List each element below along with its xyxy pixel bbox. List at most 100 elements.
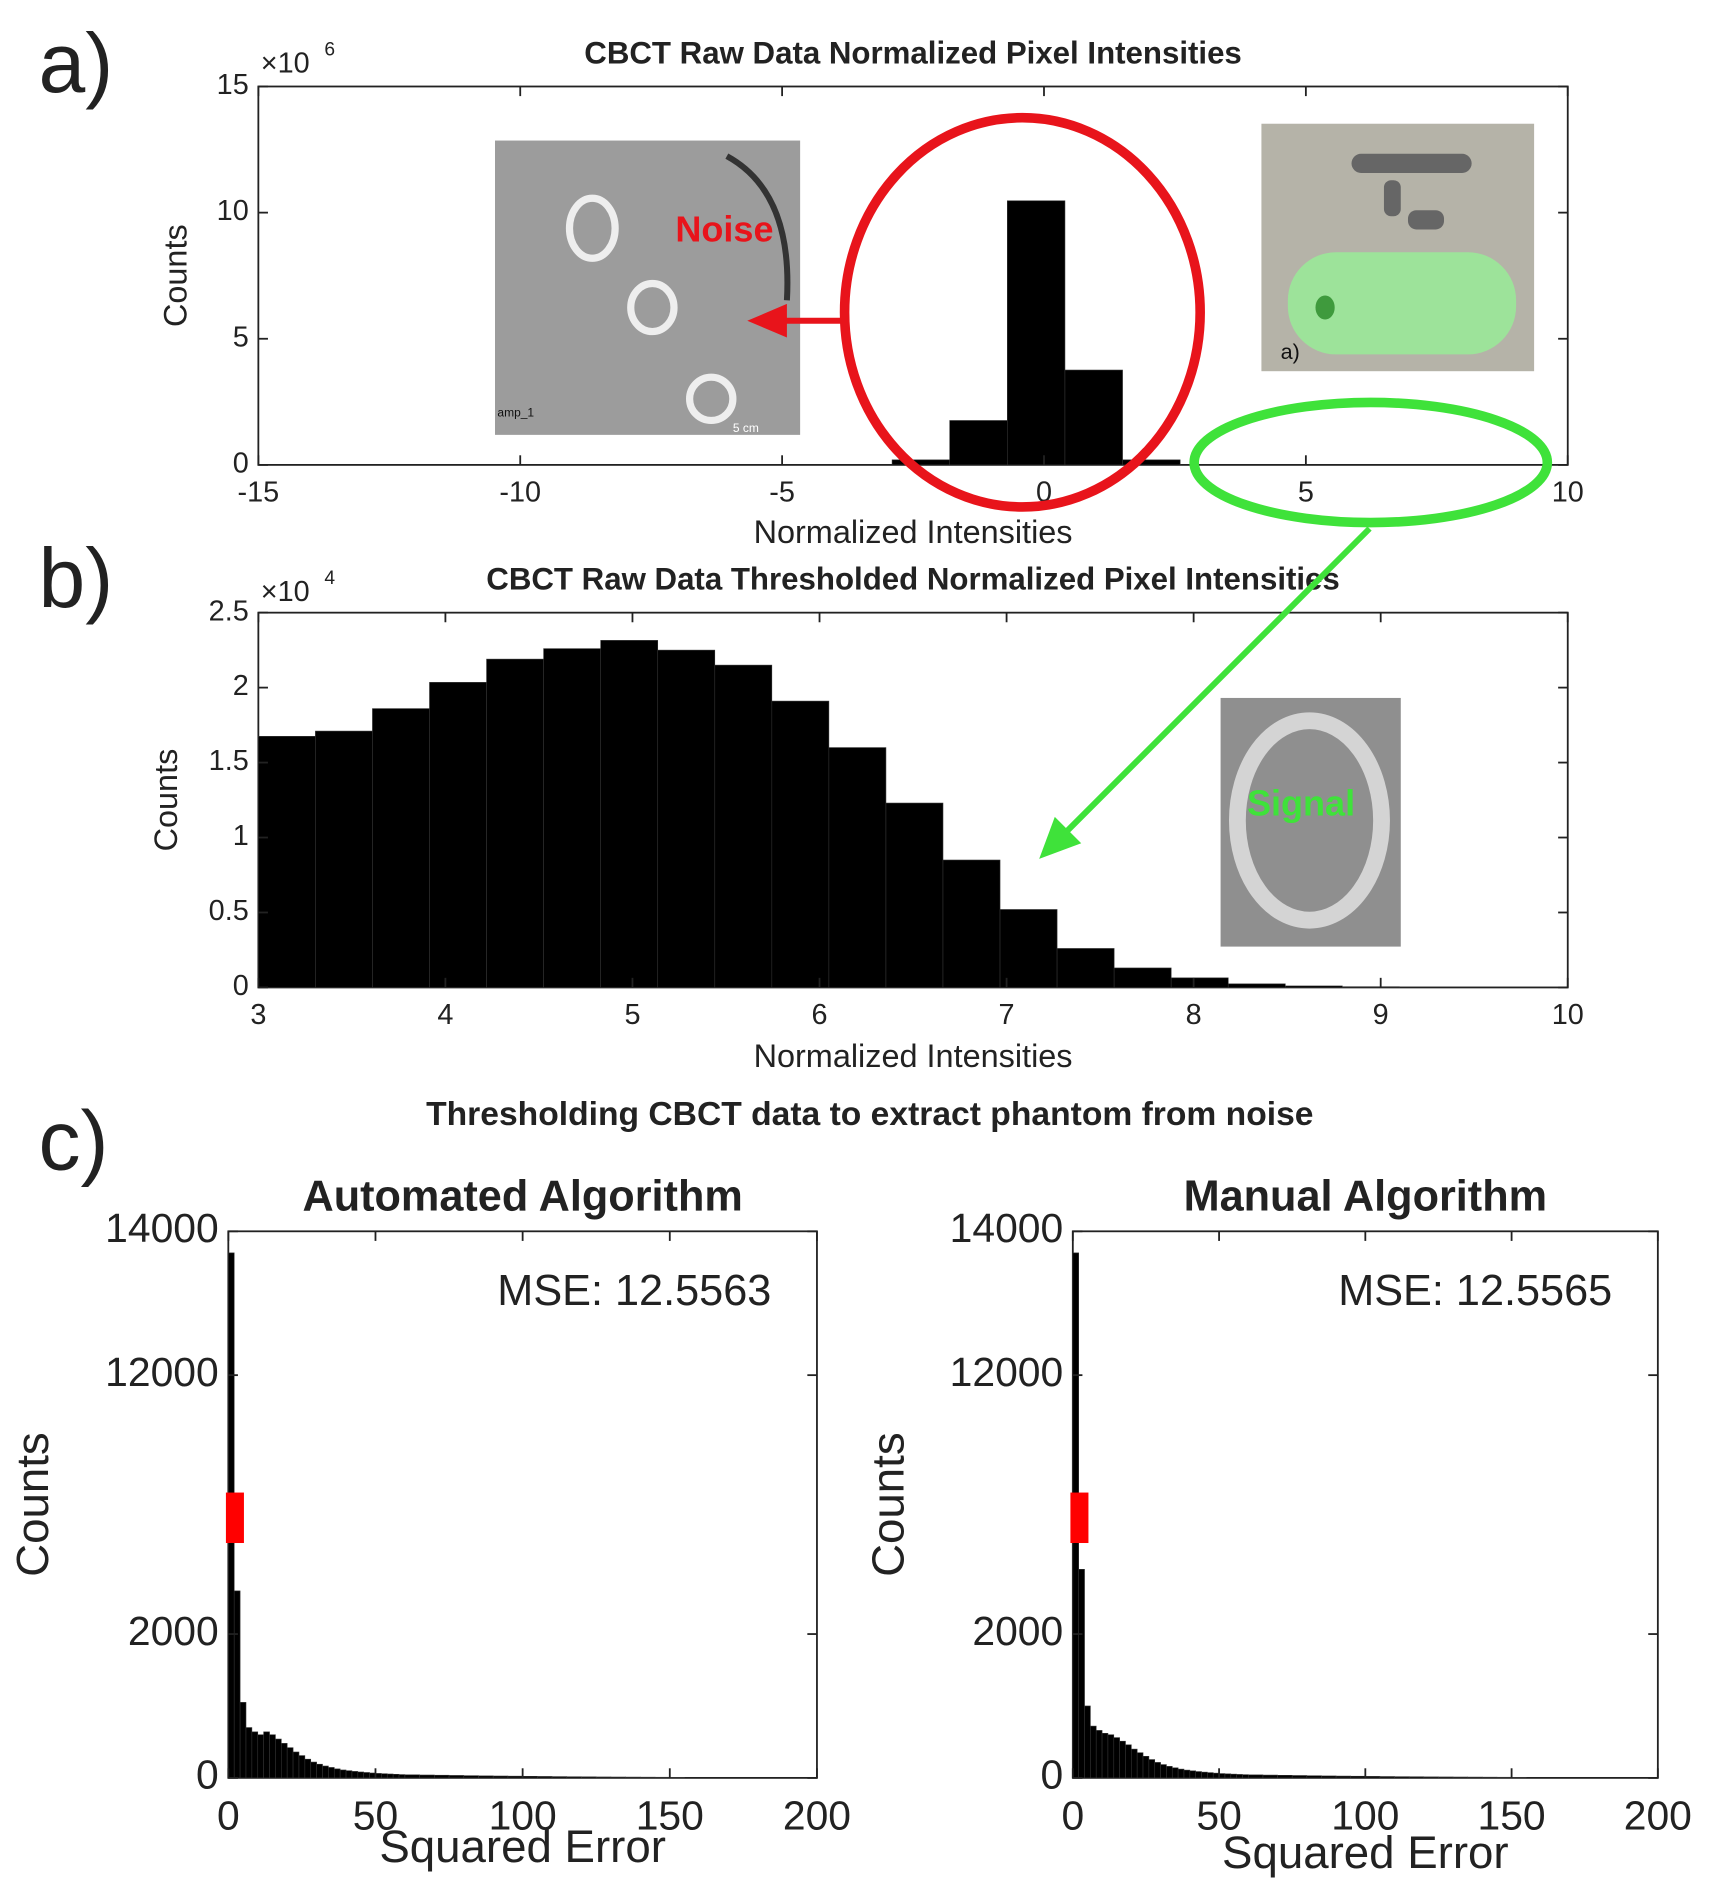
y-tick-label: 0 (233, 448, 249, 480)
bar (1350, 1775, 1366, 1779)
bar (1166, 1766, 1173, 1779)
bar (1408, 1776, 1425, 1779)
bar (1242, 1774, 1249, 1779)
ring (565, 194, 619, 262)
bar (1248, 1774, 1264, 1779)
tube (1407, 210, 1445, 230)
bar (351, 1771, 359, 1779)
bar (1452, 1776, 1469, 1779)
x-tick-label: 100 (1331, 1793, 1399, 1839)
y-axis-label: Counts (7, 1432, 58, 1577)
bar (1189, 1770, 1196, 1779)
bar (1064, 369, 1123, 466)
x-tick-label: 200 (1624, 1793, 1692, 1839)
x-tick-label: 5 (1298, 476, 1314, 508)
bar (372, 708, 430, 988)
bar (298, 1755, 306, 1779)
signal-arrow (1061, 526, 1372, 838)
bar (1007, 200, 1066, 466)
x-tick-label: 100 (489, 1793, 557, 1839)
annotation: MSE: 12.5565 (1338, 1267, 1612, 1315)
x-tick-label: -15 (238, 476, 280, 508)
bar (551, 1776, 568, 1779)
x-tick-label: 10 (1552, 999, 1584, 1031)
bar (1467, 1776, 1483, 1779)
ring (1228, 712, 1390, 929)
bar (381, 1773, 388, 1779)
bar (522, 1776, 538, 1779)
x-tick-label: 50 (353, 1793, 398, 1839)
x-axis-label: Squared Error (379, 1821, 666, 1872)
sample-text: amp_1 (497, 405, 534, 419)
bar (507, 1775, 523, 1779)
bar (345, 1770, 353, 1779)
bar (263, 1731, 270, 1779)
bar (419, 1774, 435, 1779)
bar (1148, 1759, 1156, 1779)
arrowhead (747, 303, 787, 338)
bar (1107, 1734, 1115, 1779)
bar (1125, 1744, 1132, 1779)
y-tick-label: 2 (233, 670, 249, 702)
bar (771, 700, 830, 988)
noise-inset: Noise amp_1 5 cm (495, 140, 801, 435)
y-tick-label: 1 (233, 820, 249, 852)
bar (566, 1776, 582, 1779)
ring (627, 279, 678, 336)
y-tick-label: 10 (217, 195, 249, 227)
bar (434, 1774, 450, 1779)
bar (1170, 977, 1229, 988)
bar (1230, 1773, 1237, 1779)
bar (942, 859, 1001, 988)
plot-frame (1071, 1230, 1659, 1779)
bar (1496, 1776, 1512, 1779)
bar (1379, 1776, 1395, 1779)
photo-inset: a) (1261, 123, 1535, 372)
chart-title: Automated Algorithm (302, 1172, 742, 1220)
bar (1291, 1775, 1308, 1779)
bar (1183, 1769, 1191, 1779)
x-tick-label: 4 (437, 999, 453, 1031)
bar (1224, 1773, 1232, 1779)
bar (448, 1775, 465, 1779)
x-tick-label: 8 (1186, 999, 1202, 1031)
bar (492, 1775, 509, 1779)
y-tick-label: 15 (217, 69, 249, 101)
signal-label: Signal (1247, 783, 1355, 824)
annotation: MSE: 12.5563 (497, 1267, 771, 1315)
bar (1207, 1772, 1214, 1779)
noise-circle (839, 112, 1205, 512)
foam-cylinder (1287, 252, 1517, 355)
bar (322, 1765, 329, 1779)
x-axis-label: Normalized Intensities (754, 1038, 1073, 1074)
x-tick-label: 50 (1196, 1793, 1241, 1839)
bar (1365, 1776, 1381, 1779)
y-tick-label: 12000 (950, 1349, 1064, 1395)
bar (404, 1774, 420, 1779)
bar (486, 658, 544, 988)
bar (1142, 1756, 1150, 1779)
x-tick-label: 10 (1552, 476, 1584, 508)
y-tick-label: 2000 (972, 1608, 1063, 1654)
y-tick-label: 0 (196, 1752, 219, 1798)
y-tick-label: 0 (1040, 1752, 1063, 1798)
axis-break (1070, 1492, 1089, 1544)
bar (1136, 1752, 1144, 1779)
y-tick-label: 0.5 (209, 895, 249, 927)
bar (1262, 1774, 1278, 1779)
bar (1335, 1775, 1352, 1779)
y-tick-label: 2.5 (209, 595, 249, 627)
bar (1090, 1725, 1097, 1779)
bar (828, 747, 887, 988)
bar (1227, 983, 1286, 988)
x-tick-label: 3 (250, 999, 266, 1031)
bar (1201, 1771, 1208, 1779)
bar (275, 1738, 282, 1779)
tube (1383, 180, 1401, 217)
panel-label: a) (39, 16, 114, 110)
bar (1101, 1733, 1109, 1779)
bar (292, 1751, 300, 1779)
bar (286, 1747, 294, 1779)
x-tick-label: 9 (1373, 999, 1389, 1031)
y-scale-base: ×10 (261, 47, 310, 79)
